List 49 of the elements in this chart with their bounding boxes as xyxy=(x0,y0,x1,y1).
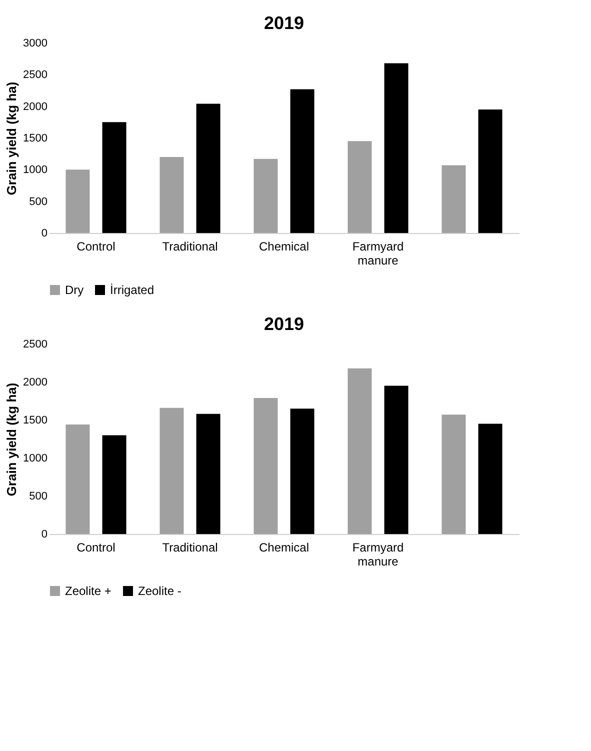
bar xyxy=(160,408,184,534)
y-tick-label: 2500 xyxy=(23,69,48,82)
y-tick-label: 500 xyxy=(29,490,48,502)
bar xyxy=(290,89,314,233)
bar xyxy=(196,104,220,233)
bar xyxy=(160,157,184,233)
bar xyxy=(348,141,372,233)
y-tick-label: 1000 xyxy=(23,164,48,176)
bar xyxy=(348,368,372,534)
legend-label: Zeolite - xyxy=(138,584,182,598)
x-tick-label: Traditional xyxy=(162,540,218,554)
y-tick-label: 0 xyxy=(41,228,48,240)
y-tick-label: 2000 xyxy=(23,100,48,113)
bar xyxy=(102,435,126,534)
x-tick-label: Control xyxy=(76,240,116,254)
x-tick-label: Control xyxy=(76,540,116,554)
x-tick-label: Traditional xyxy=(162,240,218,254)
bar xyxy=(66,170,90,233)
bar xyxy=(254,398,278,534)
x-tick-label: Chemical xyxy=(258,240,310,254)
x-tick-label: Farmyard manure xyxy=(352,240,404,268)
bar xyxy=(384,386,408,534)
bar xyxy=(384,63,408,233)
legend-label: Zeolite + xyxy=(65,584,112,598)
x-tick-label: Chemical xyxy=(258,540,310,554)
x-tick-label: Farmyard manure xyxy=(352,540,404,568)
y-tick-label: 2500 xyxy=(23,338,48,350)
y-tick-label: 1000 xyxy=(23,452,48,464)
y-tick-label: 1500 xyxy=(23,132,48,144)
chart-title: 2019 xyxy=(264,13,304,33)
y-tick-label: 2000 xyxy=(23,376,48,388)
bar xyxy=(478,110,502,233)
legend-label: İrrigated xyxy=(110,283,154,297)
y-tick-label: 0 xyxy=(41,528,48,540)
bar xyxy=(290,408,314,534)
legend-label: Dry xyxy=(65,283,84,297)
y-axis-title: Grain yield (kg ha) xyxy=(4,382,20,496)
y-tick-label: 500 xyxy=(29,196,48,208)
bar xyxy=(478,424,502,534)
bar xyxy=(442,414,466,534)
bar xyxy=(196,414,220,534)
y-tick-label: 1500 xyxy=(23,414,48,426)
bar xyxy=(102,122,126,233)
bar xyxy=(66,424,90,534)
chart-title: 2019 xyxy=(264,314,304,334)
bar xyxy=(442,165,466,233)
y-tick-label: 3000 xyxy=(23,38,48,50)
bar xyxy=(254,158,278,233)
y-axis-title: Grain yield (kg ha) xyxy=(4,82,20,196)
